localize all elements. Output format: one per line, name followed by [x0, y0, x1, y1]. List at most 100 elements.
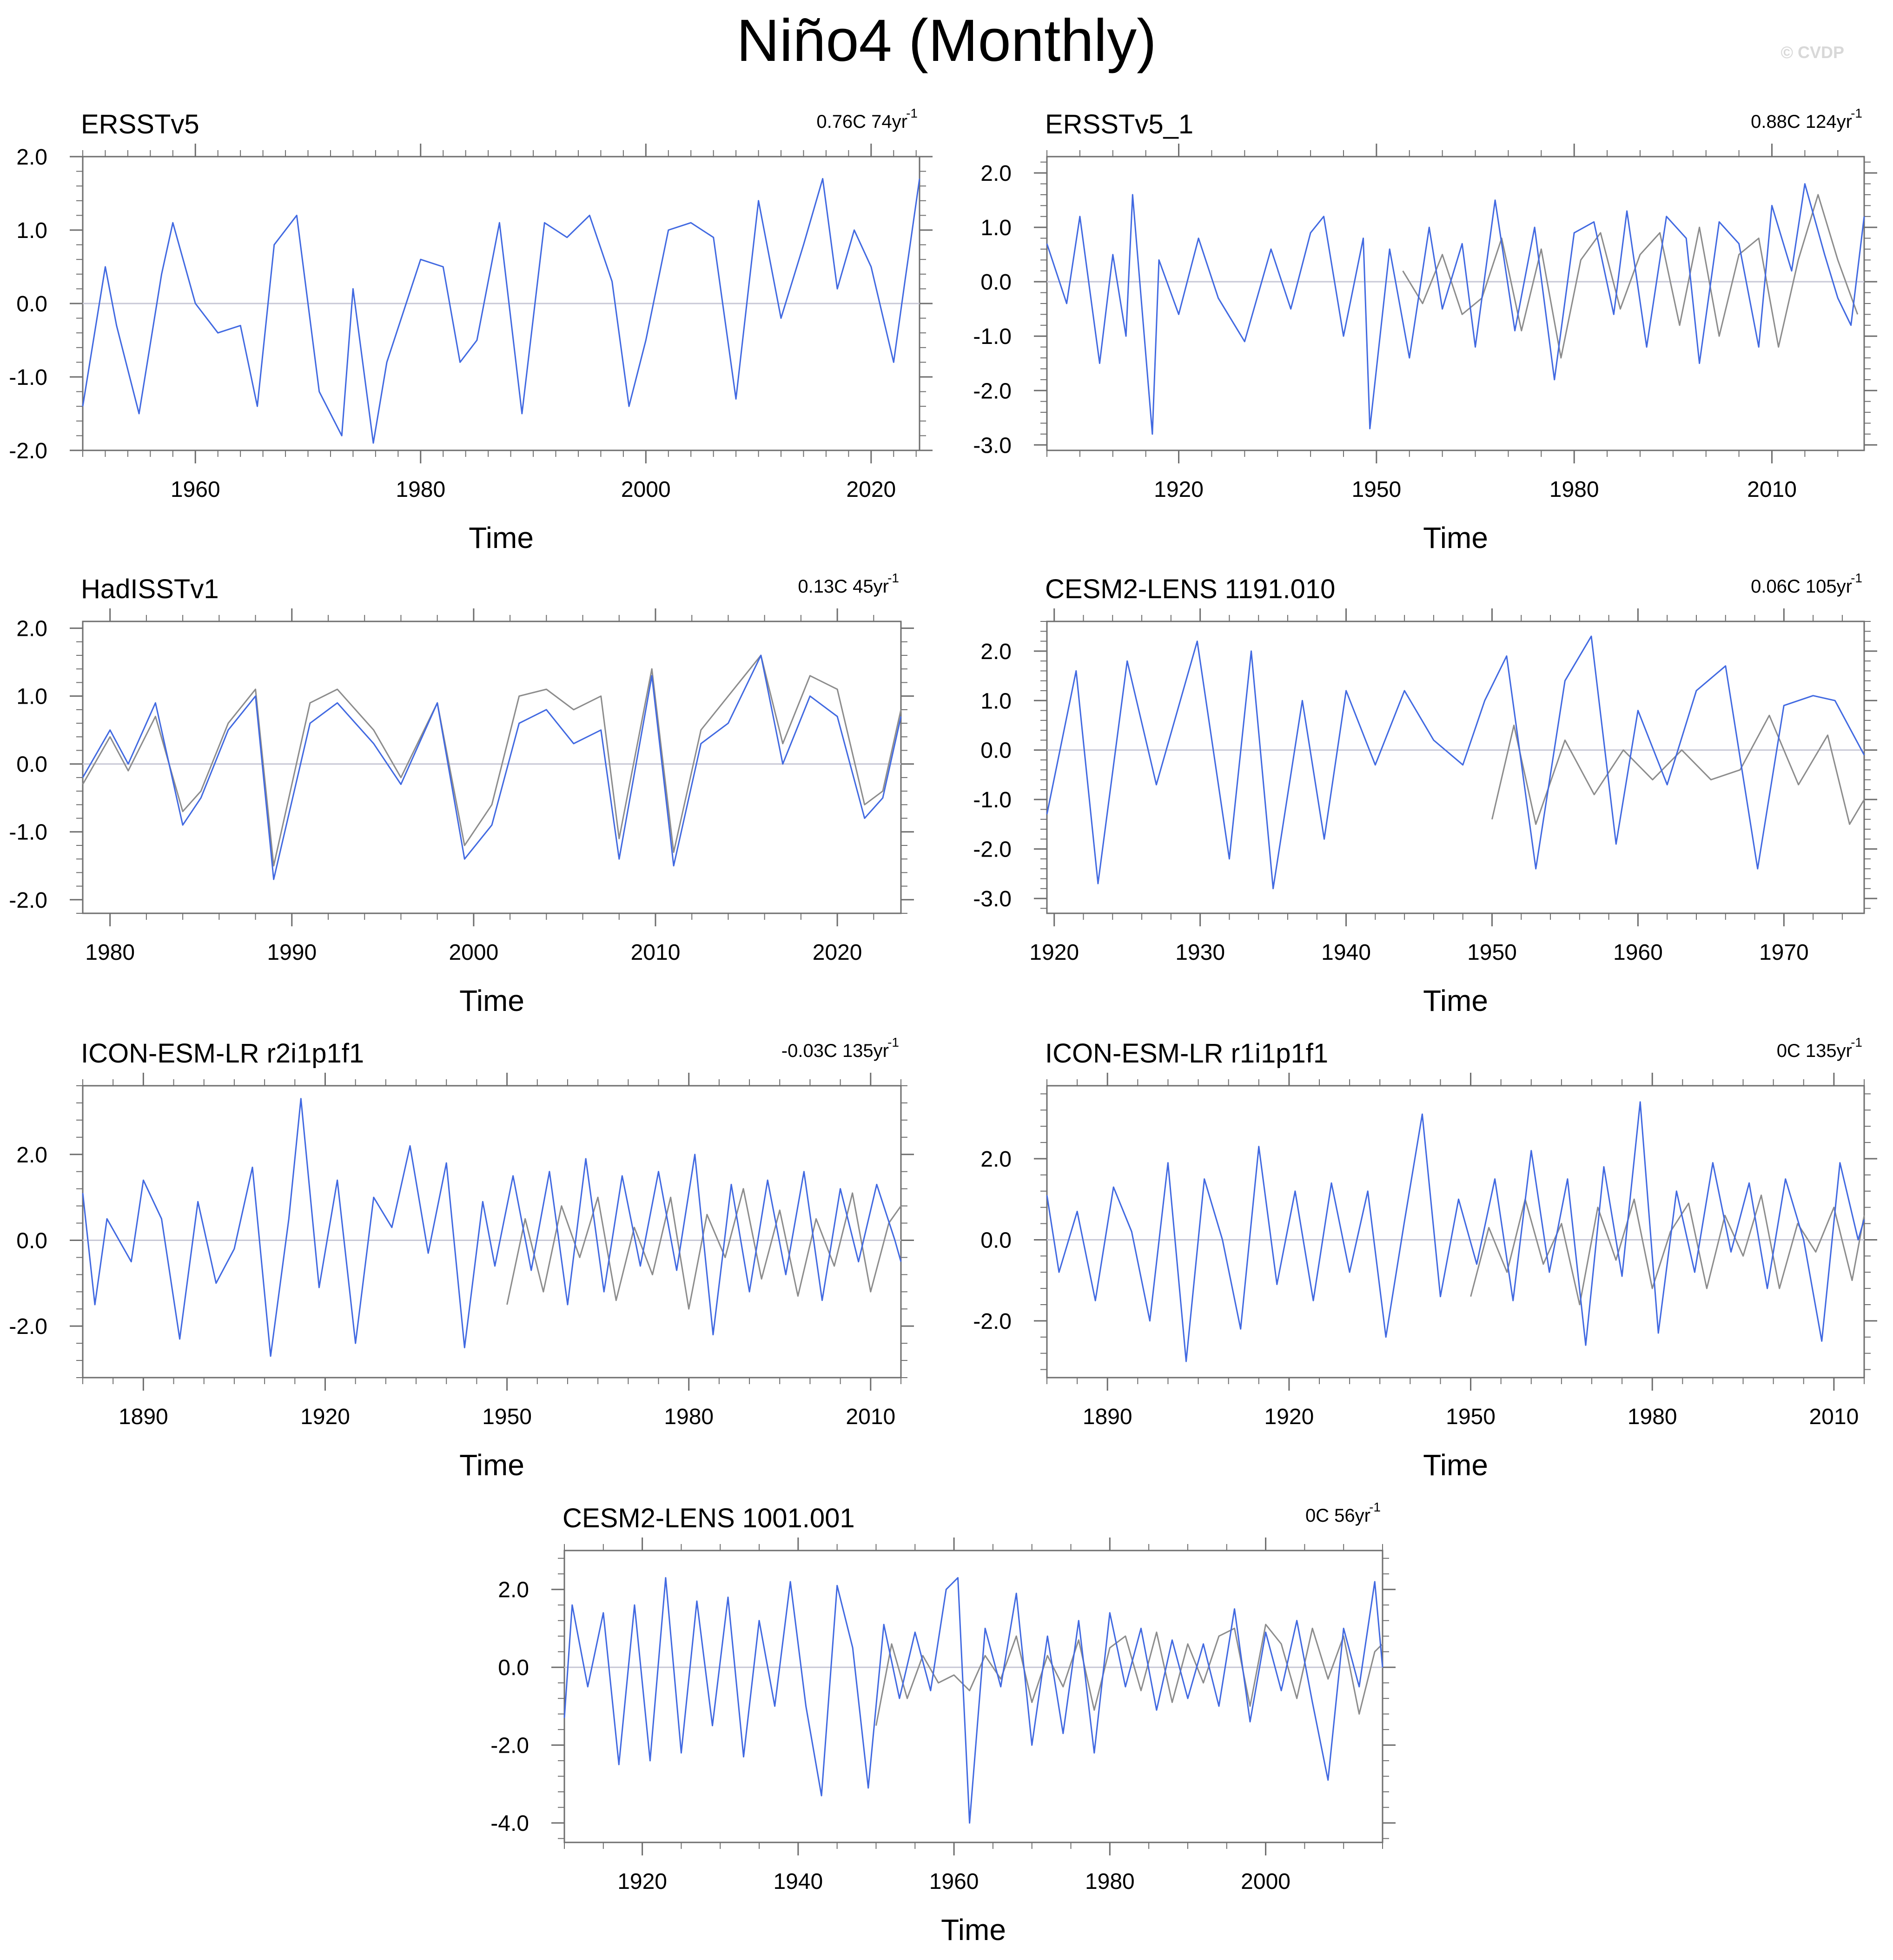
nino4-series-line: [563, 1577, 1383, 1824]
y-tick-label: -1.0: [973, 788, 1012, 812]
y-tick-label: -4.0: [490, 1811, 529, 1836]
panel-title: ICON-ESM-LR r1i1p1f1: [1045, 1038, 1328, 1069]
x-tick-label: 2010: [1809, 1405, 1859, 1429]
x-tick-label: 2020: [813, 940, 862, 965]
panel-title: ERSSTv5_1: [1045, 109, 1193, 139]
x-tick-label: 1930: [1175, 940, 1225, 965]
trend-annotation: 0.76C 74yr: [816, 112, 907, 132]
nino4-series-line: [82, 654, 902, 880]
chart-panel-3: 1980 1990 2000 2010 2020 2.0 1.0 0.0 -1.0 -2.0 Tim…: [9, 571, 914, 1017]
panel-title: CESM2-LENS 1001.001: [563, 1503, 855, 1533]
x-tick-label: 1890: [1083, 1405, 1132, 1429]
x-axis-label: Time: [1423, 521, 1488, 554]
x-axis-label: Time: [1423, 984, 1488, 1017]
y-tick-label: -2.0: [973, 838, 1012, 862]
y-tick-label: -1.0: [9, 365, 47, 390]
plot-frame: [1046, 620, 1865, 914]
x-tick-label: 1980: [664, 1405, 714, 1429]
x-tick-label: 1960: [1613, 940, 1663, 965]
trend-annotation: 0.13C 45yr: [798, 576, 889, 597]
x-tick-label: 1960: [171, 477, 220, 502]
nino4-series-line: [82, 178, 920, 444]
x-tick-label: 1980: [1549, 477, 1599, 502]
x-tick-label: 1920: [1029, 940, 1079, 965]
x-axis-label: Time: [459, 984, 524, 1017]
trend-annotation-superscript: -1: [887, 571, 899, 585]
x-axis-label: Time: [459, 1448, 524, 1482]
y-tick-label: 2.0: [980, 640, 1012, 664]
x-tick-label: 1960: [929, 1869, 979, 1894]
panel-title: HadISSTv1: [81, 574, 219, 604]
chart-panel-2: 1920 1950 1980 2010 2.0 1.0 0.0 -1.0 -2.0 -3.0 Tim…: [973, 106, 1877, 554]
reference-series-line: [1402, 194, 1859, 359]
trend-annotation: -0.03C 135yr: [781, 1041, 889, 1061]
reference-series-line: [82, 654, 902, 867]
trend-annotation: 0C 135yr: [1777, 1041, 1852, 1061]
y-tick-label: 2.0: [498, 1578, 529, 1603]
chart-panel-7: 1920 1940 1960 1980 2000 2.0 0.0 -2.0 -4.0 Time CE…: [490, 1500, 1396, 1947]
x-tick-label: 1980: [1628, 1405, 1677, 1429]
trend-annotation: 0.06C 105yr: [1751, 576, 1852, 597]
chart-panel-1: 1960 1980 2000 2020 2.0 1.0 0.0 -1.0 -2.0 Time ERS…: [9, 106, 933, 554]
x-tick-label: 1980: [396, 477, 445, 502]
x-tick-label: 1990: [267, 940, 317, 965]
y-tick-label: 0.0: [16, 1228, 47, 1253]
panel-title: CESM2-LENS 1191.010: [1045, 574, 1335, 604]
plot-frame: [1046, 156, 1865, 451]
y-tick-label: -1.0: [973, 324, 1012, 349]
x-tick-label: 1920: [1154, 477, 1204, 502]
trend-annotation: 0C 56yr: [1305, 1505, 1370, 1526]
x-tick-label: 1920: [1264, 1405, 1314, 1429]
chart-panel-5: 1890 1920 1950 1980 2010 2.0 0.0 -2.0 Time ICON-E…: [9, 1035, 914, 1482]
trend-annotation: 0.88C 124yr: [1751, 112, 1852, 132]
y-tick-label: 2.0: [16, 145, 47, 170]
x-tick-label: 1920: [300, 1405, 350, 1429]
nino4-series-line: [82, 1098, 902, 1357]
trend-annotation-superscript: -1: [1851, 571, 1862, 585]
x-tick-label: 1890: [119, 1405, 168, 1429]
y-tick-label: 2.0: [16, 1143, 47, 1168]
x-tick-label: 1950: [482, 1405, 532, 1429]
y-tick-label: 2.0: [980, 1147, 1012, 1172]
y-tick-label: -2.0: [9, 439, 47, 463]
y-tick-label: 0.0: [498, 1656, 529, 1680]
y-tick-label: 0.0: [980, 270, 1012, 295]
y-tick-label: 2.0: [980, 161, 1012, 186]
page-title: Niño4 (Monthly): [736, 7, 1157, 74]
x-tick-label: 1940: [773, 1869, 823, 1894]
plot-frame: [1046, 1085, 1865, 1379]
x-axis-label: Time: [941, 1913, 1006, 1947]
y-tick-label: -3.0: [973, 887, 1012, 911]
x-tick-label: 1980: [1085, 1869, 1135, 1894]
y-tick-label: 1.0: [16, 218, 47, 243]
x-axis-label: Time: [469, 521, 534, 554]
y-tick-label: -2.0: [490, 1734, 529, 1758]
y-tick-label: 0.0: [980, 739, 1012, 763]
trend-annotation-superscript: -1: [1369, 1500, 1381, 1514]
y-tick-label: 1.0: [980, 216, 1012, 240]
y-tick-label: -2.0: [973, 1309, 1012, 1334]
nino4-series-line: [1046, 635, 1865, 890]
x-tick-label: 1950: [1446, 1405, 1496, 1429]
trend-annotation-superscript: -1: [1851, 1035, 1862, 1049]
y-tick-label: 1.0: [980, 689, 1012, 713]
nino4-series-line: [1046, 1101, 1865, 1362]
x-tick-label: 2020: [846, 477, 896, 502]
y-tick-label: -2.0: [9, 1314, 47, 1339]
y-tick-label: 2.0: [16, 617, 47, 641]
reference-series-line: [1470, 1194, 1865, 1306]
x-tick-label: 2000: [621, 477, 671, 502]
plot-frame: [82, 1085, 902, 1379]
x-tick-label: 1980: [85, 940, 135, 965]
reference-series-line: [1491, 714, 1865, 825]
x-tick-label: 1970: [1759, 940, 1809, 965]
chart-panel-4: 1920 1930 1940 1950 1960 1970 2.0 1.0 0.0 -1.0 -2.…: [973, 571, 1877, 1017]
x-axis-label: Time: [1423, 1448, 1488, 1482]
x-tick-label: 2000: [449, 940, 498, 965]
x-tick-label: 2010: [631, 940, 681, 965]
plot-frame: [82, 620, 902, 914]
y-tick-label: -2.0: [9, 888, 47, 913]
x-tick-label: 1920: [617, 1869, 667, 1894]
y-tick-label: -3.0: [973, 433, 1012, 458]
panel-title: ERSSTv5: [81, 109, 199, 139]
